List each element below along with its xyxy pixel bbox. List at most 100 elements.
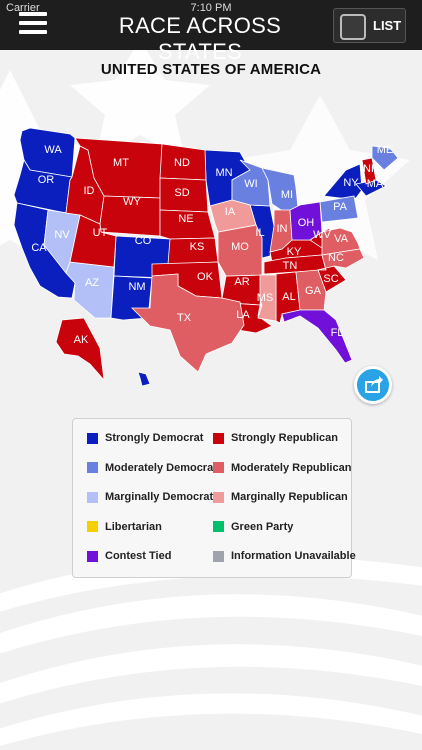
legend-item-marginal-dem: Marginally Democrat — [87, 490, 213, 504]
state-label-ut: UT — [93, 227, 108, 239]
legend-item-unavailable: Information Unavailable — [213, 549, 356, 563]
state-hi[interactable] — [137, 371, 151, 387]
state-label-la: LA — [236, 309, 250, 321]
state-ak[interactable] — [55, 317, 105, 382]
legend-label: Moderately Republican — [231, 461, 352, 474]
state-label-ar: AR — [234, 276, 249, 288]
state-label-mt: MT — [113, 157, 129, 169]
state-label-va: VA — [334, 233, 349, 245]
legend-label: Strongly Democrat — [105, 432, 204, 444]
legend-item-moderate-dem: Moderately Democrat — [87, 461, 217, 475]
legend-label: Marginally Republican — [231, 491, 348, 503]
state-wy[interactable] — [99, 195, 161, 237]
state-label-nd: ND — [174, 157, 190, 169]
legend-item-libertarian: Libertarian — [87, 520, 162, 534]
state-label-wi: WI — [244, 178, 257, 190]
app-header: Carrier 7:10 PM RACE ACROSS STATES LIST — [0, 0, 422, 64]
legend-label: Information Unavailable — [231, 550, 356, 562]
legend-swatch — [213, 491, 224, 503]
state-label-sc: SC — [323, 273, 338, 285]
state-label-co: CO — [135, 235, 152, 247]
legend-swatch — [87, 491, 98, 503]
state-label-ne: NE — [178, 213, 193, 225]
legend-swatch — [87, 462, 98, 473]
state-label-tx: TX — [177, 312, 192, 324]
state-az[interactable] — [65, 261, 115, 319]
list-toggle-icon — [340, 14, 366, 40]
legend-label: Moderately Democrat — [105, 461, 217, 474]
legend-label: Green Party — [231, 520, 294, 533]
state-me[interactable] — [371, 145, 399, 171]
state-label-nm: NM — [128, 281, 145, 293]
state-label-al: AL — [282, 291, 295, 303]
state-label-tn: TN — [283, 260, 298, 272]
legend-swatch — [87, 432, 98, 444]
state-ga[interactable] — [295, 269, 327, 311]
legend-item-moderate-rep: Moderately Republican — [213, 461, 351, 475]
state-label-ia: IA — [225, 206, 236, 218]
state-pa[interactable] — [319, 195, 359, 223]
us-map: WA OR CA NV AZ CO NM MN IL NY MA WI MI PA ME ID MT WY UT ND… — [13, 127, 399, 387]
share-button[interactable] — [354, 366, 392, 404]
map-title: UNITED STATES OF AMERICA — [100, 61, 322, 78]
state-label-ny: NY — [343, 177, 359, 189]
legend-label: Libertarian — [105, 520, 162, 533]
state-label-wv: WV — [313, 229, 331, 241]
list-button-label: LIST — [373, 18, 402, 33]
state-ia[interactable] — [209, 199, 257, 233]
legend-item-marginal-rep: Marginally Republican — [213, 490, 348, 504]
state-ut[interactable] — [69, 214, 117, 268]
status-time: 7:10 PM — [190, 2, 232, 14]
state-label-ky: KY — [287, 246, 302, 258]
legend-label: Marginally Democrat — [105, 491, 214, 503]
state-label-or: OR — [38, 174, 55, 186]
state-label-ak: AK — [74, 334, 89, 346]
state-oh[interactable] — [289, 201, 323, 241]
legend-swatch — [213, 521, 224, 532]
state-fl[interactable] — [281, 309, 353, 364]
state-label-in: IN — [277, 223, 288, 235]
state-label-mi: MI — [281, 189, 293, 201]
legend-item-tied: Contest Tied — [87, 549, 171, 563]
legend-swatch — [87, 521, 98, 532]
state-label-wy: WY — [123, 196, 141, 208]
state-label-az: AZ — [85, 277, 99, 289]
legend-swatch — [213, 432, 224, 444]
state-label-ok: OK — [197, 271, 214, 283]
legend-swatch — [213, 550, 224, 562]
state-label-ga: GA — [305, 285, 322, 297]
state-ms[interactable] — [257, 274, 277, 322]
legend-item-strong-rep: Strongly Republican — [213, 431, 338, 445]
state-label-ca: CA — [31, 242, 47, 254]
share-icon — [365, 376, 383, 393]
legend-swatch — [213, 462, 224, 473]
legend-item-strong-dem: Strongly Democrat — [87, 431, 203, 445]
state-label-il: IL — [255, 227, 264, 239]
state-label-ms: MS — [257, 292, 274, 304]
state-label-sd: SD — [174, 187, 189, 199]
legend-label: Strongly Republican — [231, 432, 338, 444]
state-tx[interactable] — [131, 273, 245, 373]
state-label-mn: MN — [215, 167, 232, 179]
state-label-pa: PA — [333, 201, 348, 213]
state-label-fl: FL — [331, 327, 344, 339]
state-label-mo: MO — [231, 241, 249, 253]
legend-swatch — [87, 550, 98, 562]
legend-item-green: Green Party — [213, 520, 293, 534]
state-nh[interactable] — [361, 157, 377, 185]
legend: Strongly Democrat Strongly Republican Mode… — [72, 418, 356, 578]
legend-label: Contest Tied — [105, 550, 172, 562]
state-label-oh: OH — [298, 217, 315, 229]
carrier-label: Carrier — [6, 2, 40, 14]
list-button[interactable]: LIST — [333, 8, 406, 43]
state-label-ks: KS — [190, 241, 205, 253]
hamburger-menu-icon[interactable] — [19, 12, 47, 36]
state-nc[interactable] — [317, 248, 365, 271]
state-label-nh: NH — [363, 163, 379, 175]
state-label-nc: NC — [328, 252, 344, 264]
state-label-id: ID — [84, 185, 95, 197]
state-label-nv: NV — [54, 229, 70, 241]
state-label-wa: WA — [44, 144, 62, 156]
state-label-ma: MA — [367, 178, 384, 190]
app-title: RACE ACROSS STATES — [118, 13, 282, 64]
